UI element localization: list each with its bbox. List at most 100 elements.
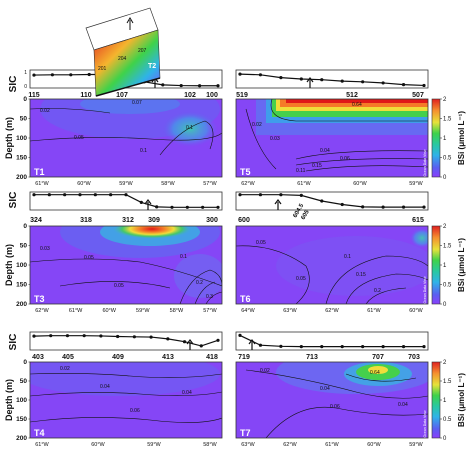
sic-box-T3	[29, 191, 223, 211]
inset-label-204: 204	[118, 56, 127, 62]
station-T1-102: 102	[184, 92, 196, 99]
y-tick-T1-1: 50	[20, 116, 28, 123]
sic-point-T1-7	[161, 83, 165, 87]
station-T4-409: 409	[112, 354, 124, 361]
y-tick-T1-4: 200	[16, 174, 27, 181]
station-T7-707: 707	[372, 354, 384, 361]
sic-point-T3-5	[109, 193, 113, 197]
sic-point-T7-3	[299, 345, 303, 349]
sic-point-T5-6	[361, 80, 365, 84]
station-T3-324: 324	[30, 217, 42, 224]
contour-T4-c: 0.06	[130, 408, 140, 414]
station-T1-107: 107	[116, 92, 128, 99]
panel-T6: 600 604.5 605 615 0.05 0.05 0.1 0.15 0.2…	[235, 191, 429, 314]
y-tick-T1-0: 0	[23, 96, 27, 103]
colorbar-tick-2-1: 0.5	[443, 417, 452, 423]
heatmap-T1	[30, 99, 222, 177]
colorbar-tick-2-0: 0	[443, 436, 447, 442]
colorbar-row3: 0 0.5 1 1.5 2 BSi (μmol L⁻¹) Ocean Data View	[423, 360, 466, 442]
sic-point-T7-6	[361, 345, 365, 349]
sic-label-T4: SIC	[8, 334, 19, 351]
colorbar-row2: 0 0.5 1 1.5 2 BSi (μmol L⁻¹) Ocean Data View	[423, 224, 466, 308]
sic-point-T1-3	[87, 72, 91, 77]
sic-line-T6	[240, 194, 424, 208]
y-tick-T3-1: 50	[20, 243, 28, 250]
contour-T4-d: 0.04	[182, 390, 192, 396]
contour-T6-e: 0.2	[374, 288, 381, 294]
sic-arrow-T4	[186, 339, 194, 350]
sic-point-T3-3	[78, 193, 82, 197]
sic-point-T7-9	[422, 345, 426, 349]
station-T3-318: 318	[80, 217, 92, 224]
sic-point-T7-0	[238, 333, 242, 337]
colorbar-tick-1-0: 0	[443, 302, 447, 308]
sic-point-T5-1	[258, 73, 263, 77]
x-tick-T4-1: 60°W	[91, 442, 105, 448]
colorbar-tick-0-1: 0.5	[443, 156, 452, 162]
colorbar-label-2: BSi (μmol L⁻¹)	[457, 373, 466, 427]
sic-point-T7-1	[258, 343, 263, 347]
panel-label-T1: T1	[34, 167, 45, 177]
sic-point-T6-4	[320, 199, 324, 203]
sic-point-T7-5	[340, 345, 344, 349]
depth-label-T3: Depth (m)	[4, 244, 14, 286]
sic-point-T3-8	[155, 205, 159, 209]
colorbar-tick-1-2: 1	[443, 263, 447, 269]
heatmap-T3	[30, 226, 222, 304]
panel-label-T3: T3	[34, 294, 45, 304]
x-tick-T4-3: 58°W	[203, 442, 217, 448]
colorbar-label-0: BSi (μmol L⁻¹)	[457, 111, 466, 165]
sic-point-T3-1	[47, 193, 51, 197]
station-T4-405: 405	[62, 354, 74, 361]
contour-T3-b: 0.05	[84, 255, 94, 261]
y-tick-T1-2: 100	[16, 135, 27, 142]
station-T3-312: 312	[122, 217, 134, 224]
heatmap-T4	[30, 362, 222, 438]
x-tick-T4-2: 59°W	[147, 442, 161, 448]
station-T6-615: 615	[412, 217, 424, 224]
sic-label-T3: SIC	[8, 192, 19, 209]
panel-T3: SIC 324 318 312 309 300 0.03 0.05 0.05 0…	[4, 191, 223, 314]
sic-box-T5	[235, 69, 429, 89]
sic-point-T3-10	[185, 205, 189, 209]
x-tick-T5-0: 62°W	[241, 181, 255, 187]
heatmap-T6	[236, 226, 428, 304]
station-T5-519: 519	[236, 92, 248, 99]
x-tick-T7-1: 62°W	[283, 442, 297, 448]
sic-point-T1-8	[179, 83, 183, 88]
contour-T3-a: 0.03	[40, 246, 50, 252]
sic-point-T4-9	[182, 340, 187, 344]
sic-box-T4	[29, 331, 223, 351]
x-tick-T7-0: 63°W	[241, 442, 255, 448]
y-tick-T3-2: 100	[16, 262, 27, 269]
contour-T5-c: 0.04	[320, 148, 330, 154]
contour-T1-d: 0.1	[140, 148, 147, 154]
colorbar-tick-0-2: 1	[443, 136, 447, 142]
depth-label-T4: Depth (m)	[4, 379, 14, 421]
sic-line-T4	[33, 335, 219, 347]
colorbar-note-1: Ocean Data View	[423, 276, 427, 304]
sic-point-T7-7	[381, 345, 385, 349]
sic-point-T3-7	[139, 200, 143, 204]
x-tick-T1-0: 61°W	[35, 181, 49, 187]
x-tick-T6-2: 62°W	[325, 308, 339, 314]
colorbar-gradient-2	[431, 361, 441, 439]
sic-point-T6-6	[361, 205, 365, 209]
sic-point-T6-7	[381, 205, 385, 209]
sic-point-T3-11	[201, 205, 205, 209]
station-T3-309: 309	[148, 217, 160, 224]
sic-arrow-T5	[306, 77, 314, 88]
x-tick-T1-3: 58°W	[161, 181, 175, 187]
y-tick-T4-2: 100	[16, 397, 27, 404]
x-tick-T3-5: 57°W	[203, 308, 217, 314]
x-tick-T4-0: 61°W	[35, 442, 49, 448]
sic-point-T3-2	[63, 193, 67, 197]
x-tick-T1-1: 60°W	[77, 181, 91, 187]
sic-line-T5	[239, 73, 425, 87]
contour-T5-d: 0.06	[340, 156, 350, 162]
panel-T1: SIC 1 0 201 204 207 T2 115 110 107 102 1…	[4, 7, 223, 187]
contour-T5-a: 0.64	[352, 102, 362, 108]
sic-point-T5-0	[238, 72, 242, 76]
colorbar-note-2: Ocean Data View	[423, 410, 427, 438]
panel-T4: SIC 403 405 409 413 418 0.02 0.04 0.06 0…	[4, 331, 223, 448]
